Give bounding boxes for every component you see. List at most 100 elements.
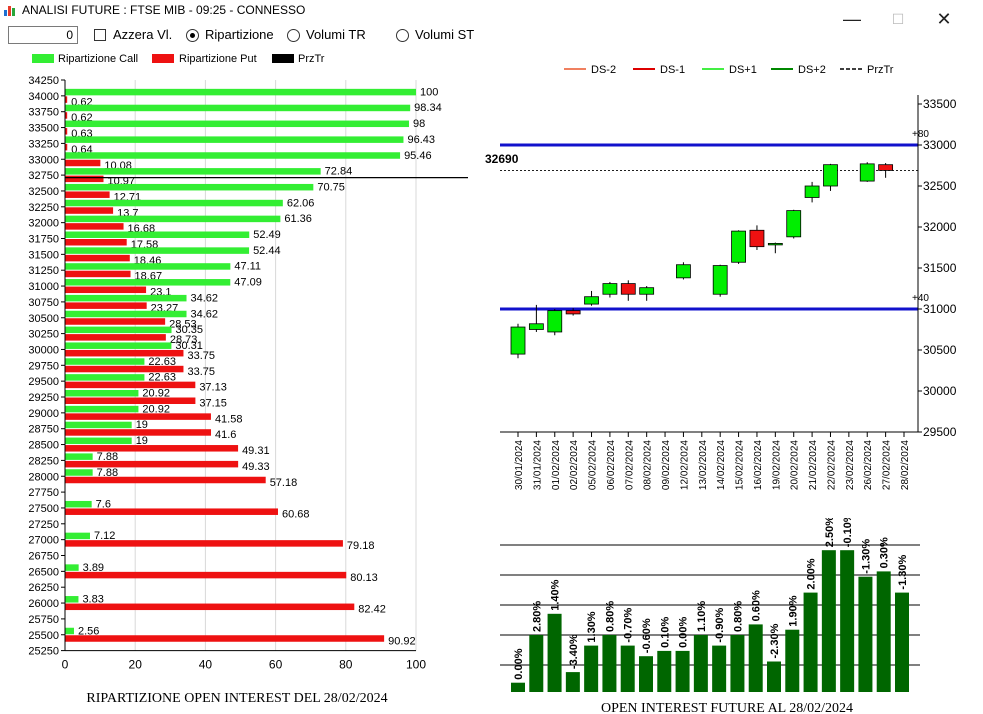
put-bar: [65, 508, 278, 515]
strike-label: 31250: [28, 265, 59, 277]
call-bar: [65, 88, 416, 96]
put-bar: [65, 207, 114, 214]
oi-bar: [565, 672, 580, 692]
price-tick-label: 33000: [923, 138, 957, 152]
legend-swatch-call: [32, 54, 54, 63]
call-bar: [65, 120, 409, 128]
oi-change-chart: 0.00% 2.80% 1.40% -3.40% 1.30% 0.80% -0.70% -0.…: [500, 518, 920, 714]
oi-bar: [657, 650, 672, 692]
call-bar: [65, 279, 231, 286]
call-bar: [65, 453, 93, 460]
call-value-label: 52.44: [253, 245, 281, 257]
reset-checkbox[interactable]: [94, 29, 106, 41]
level-label-40: +40: [912, 293, 929, 304]
radio-volumi-tr-label[interactable]: Volumi TR: [306, 27, 366, 42]
minimize-button[interactable]: —: [843, 9, 861, 29]
oi-percent-label: 0.00%: [513, 648, 525, 679]
oi-percent-label: 0.80%: [604, 601, 616, 632]
candle-body: [749, 229, 765, 248]
left-x-tick: 60: [269, 658, 283, 672]
put-bar: [65, 397, 196, 404]
strike-label: 32250: [28, 202, 59, 214]
call-value-label: 7.88: [97, 467, 118, 479]
reset-checkbox-label[interactable]: Azzera Vl.: [113, 27, 173, 42]
oi-percent-label: -0.90%: [714, 608, 726, 643]
oi-percent-label: -1.30%: [860, 539, 872, 574]
call-bar: [65, 310, 187, 318]
date-tick-label: 27/02/2024: [882, 440, 893, 490]
candle-body: [584, 296, 599, 305]
strike-label: 30750: [28, 297, 59, 309]
radio-volumi-tr[interactable]: [287, 29, 300, 42]
strike-label: 25250: [28, 646, 59, 658]
call-bar: [65, 358, 145, 365]
date-tick-label: 07/02/2024: [624, 440, 635, 490]
strike-label: 32000: [28, 218, 59, 230]
oi-bar: [639, 656, 653, 692]
put-bar: [65, 112, 68, 119]
strike-label: 31500: [28, 249, 59, 261]
call-bar: [65, 326, 172, 334]
strike-label: 34250: [28, 75, 59, 87]
call-bar: [65, 104, 411, 112]
put-bar: [65, 191, 110, 198]
oi-percent-label: 0.30%: [879, 537, 891, 568]
strike-label: 27000: [28, 535, 59, 547]
oi-bar: [748, 624, 763, 692]
maximize-button[interactable]: ☐: [891, 11, 905, 27]
strike-label: 26750: [28, 551, 59, 563]
strike-label: 28250: [28, 455, 59, 467]
call-value-label: 98.34: [414, 102, 442, 114]
put-bar: [65, 143, 68, 151]
call-bar: [65, 469, 93, 476]
call-value-label: 20.92: [142, 388, 170, 400]
call-value-label: 47.11: [234, 261, 261, 273]
left-x-tick: 40: [199, 658, 213, 672]
call-bar: [65, 437, 132, 445]
candle-body: [620, 283, 636, 295]
call-value-label: 30.31: [175, 340, 203, 352]
radio-ripartizione-label[interactable]: Ripartizione: [205, 27, 274, 42]
put-bar: [65, 286, 147, 294]
radio-ripartizione[interactable]: [186, 29, 199, 42]
put-value-label: 80.13: [350, 572, 378, 584]
call-value-label: 20.92: [142, 403, 170, 415]
candle-body: [786, 210, 802, 238]
call-value-label: 34.62: [191, 308, 219, 320]
put-bar: [65, 349, 184, 357]
strike-label: 30000: [28, 344, 59, 356]
date-tick-label: 13/02/2024: [698, 440, 709, 490]
put-bar: [65, 603, 355, 611]
call-value-label: 62.06: [287, 197, 315, 209]
strike-label: 28000: [28, 471, 59, 483]
candle-body: [859, 163, 875, 182]
strike-label: 29250: [28, 392, 59, 404]
candle-body: [510, 326, 526, 355]
strike-label: 25500: [28, 630, 59, 642]
put-bar: [65, 460, 239, 468]
legend-label-put: Ripartizione Put: [179, 53, 257, 65]
oi-bar: [858, 576, 873, 692]
close-button[interactable]: ✕: [936, 9, 952, 29]
put-bar: [65, 96, 68, 103]
app-chart-icon: [4, 6, 15, 16]
radio-volumi-st[interactable]: [396, 29, 409, 42]
oi-bar: [511, 682, 525, 692]
strike-label: 28750: [28, 424, 59, 436]
left-x-tick: 0: [62, 658, 69, 672]
candle-body: [565, 310, 581, 315]
call-value-label: 7.88: [97, 451, 118, 463]
strike-label: 27500: [28, 503, 59, 515]
oi-percent-label: 1.10%: [696, 601, 708, 632]
candle-body: [767, 242, 783, 246]
value-spin-input[interactable]: 0: [8, 26, 78, 44]
date-tick-label: 26/02/2024: [863, 440, 874, 490]
put-bar: [65, 540, 343, 547]
strike-label: 31750: [28, 234, 59, 246]
left-legend: Ripartizione Call Ripartizione Put PrzTr: [32, 53, 325, 65]
put-value-label: 41.58: [215, 413, 243, 425]
oi-bar: [730, 635, 745, 692]
radio-volumi-st-label[interactable]: Volumi ST: [415, 27, 475, 42]
strike-label: 29500: [28, 376, 59, 388]
candle-body: [639, 287, 655, 295]
